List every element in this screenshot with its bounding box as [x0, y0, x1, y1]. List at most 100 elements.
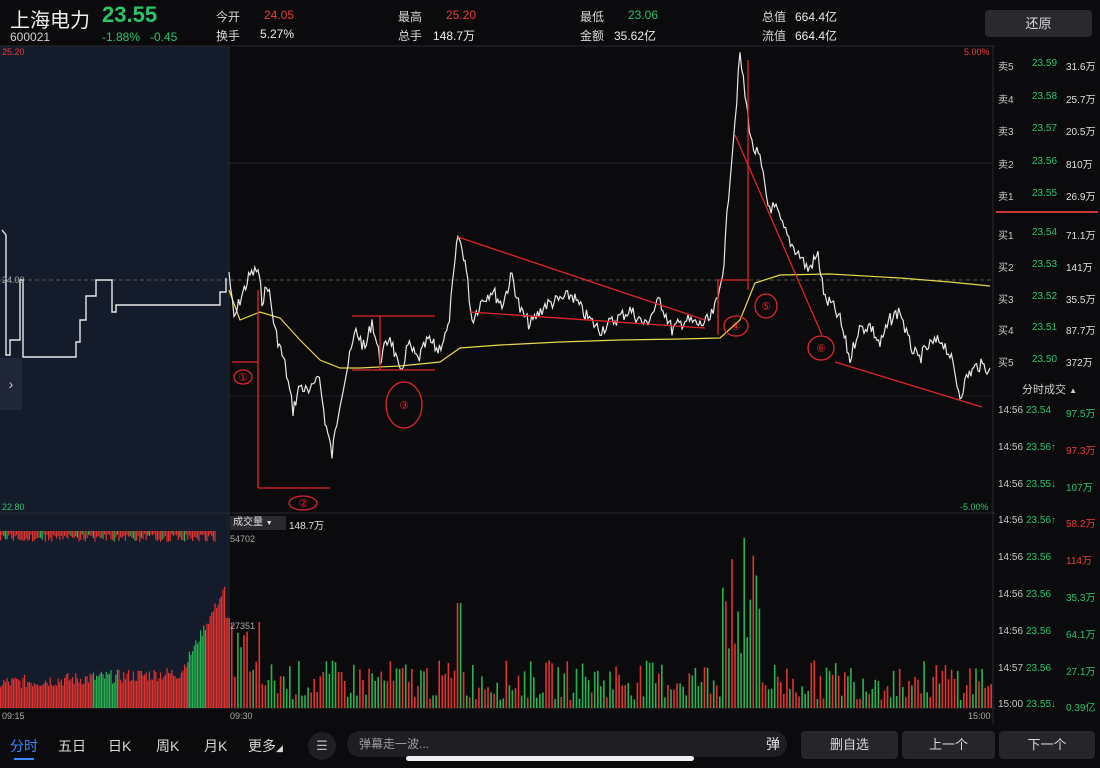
- volume-bar: [453, 670, 456, 708]
- annotation-circle: [723, 315, 749, 337]
- volume-bar: [346, 697, 349, 708]
- stat-label-amount: 金额: [580, 29, 605, 43]
- volume-bar: [16, 678, 18, 708]
- volume-bar: [520, 695, 523, 708]
- stat-label-low: 最低: [580, 10, 605, 24]
- volume-bar: [801, 686, 803, 708]
- danmu-settings-icon[interactable]: ☰: [308, 732, 336, 760]
- volume-bar: [228, 618, 230, 708]
- volume-bar: [709, 693, 712, 708]
- tab-monthly-k[interactable]: 月K: [204, 738, 228, 754]
- volume-bar: [19, 531, 21, 541]
- volume-bar: [182, 670, 184, 708]
- volume-bar: [16, 531, 18, 536]
- volume-bar: [712, 680, 715, 708]
- volume-bar: [963, 693, 965, 708]
- tab-daily-k[interactable]: 日K: [108, 738, 132, 754]
- level-price: 23.54: [1032, 227, 1058, 238]
- volume-bar: [856, 699, 858, 708]
- annotation-number: ③: [399, 399, 409, 412]
- volume-bar: [685, 695, 687, 708]
- volume-bar: [161, 531, 163, 540]
- level-volume: 141万: [1066, 262, 1093, 274]
- volume-bar: [60, 531, 62, 536]
- danmu-toggle-icon[interactable]: 弹: [766, 736, 780, 752]
- ticks-title[interactable]: 分时成交 ▲: [1022, 381, 1077, 397]
- volume-bar: [456, 603, 459, 708]
- volume-bar: [172, 531, 174, 536]
- price-line: [228, 52, 991, 459]
- annotation-number: ①: [238, 371, 248, 384]
- volume-bar: [177, 678, 179, 708]
- annotation-number: ⑥: [816, 342, 826, 355]
- volume-bar: [20, 688, 22, 708]
- volume-bar: [19, 680, 21, 708]
- volume-indicator-select[interactable]: 成交量 ▼: [230, 516, 286, 530]
- volume-bar: [100, 671, 102, 708]
- volume-bar: [328, 674, 331, 708]
- spread-divider: [996, 211, 1098, 213]
- volume-bar: [76, 531, 78, 538]
- volume-bar: [83, 683, 85, 708]
- volume-bar: [57, 678, 59, 708]
- stat-label-market-cap: 总值: [762, 10, 787, 24]
- volume-bar: [908, 680, 910, 708]
- volume-bar: [557, 667, 559, 708]
- volume-bar: [158, 531, 160, 540]
- tick-time: 14:56: [998, 625, 1024, 637]
- volume-bar: [990, 684, 992, 708]
- change-amount: -0.45: [150, 30, 178, 44]
- delete-favorite-button[interactable]: 删自选: [801, 731, 898, 759]
- volume-bar: [651, 662, 654, 708]
- pct-high-label: 5.00%: [964, 47, 990, 57]
- volume-bar: [169, 531, 171, 541]
- danmu-input[interactable]: [347, 731, 787, 757]
- ticks-title-label: 分时成交: [1022, 384, 1066, 396]
- volume-bar: [837, 675, 840, 708]
- volume-bar: [398, 669, 401, 708]
- restore-button[interactable]: 还原: [985, 10, 1092, 37]
- volume-bar: [566, 661, 569, 708]
- volume-bar: [859, 698, 861, 708]
- level-volume: 26.9万: [1066, 192, 1096, 203]
- tick-price: 23.55↓: [1026, 478, 1057, 490]
- intraday-chart[interactable]: ① ② ③ ④ ⑤ ⑥: [0, 0, 995, 724]
- volume-bar: [3, 680, 5, 708]
- volume-bar: [279, 676, 282, 708]
- tab-more[interactable]: 更多◢: [248, 736, 283, 756]
- volume-bar: [108, 531, 110, 536]
- tab-intraday[interactable]: 分时: [10, 738, 38, 754]
- volume-bar: [30, 531, 32, 535]
- volume-bar: [73, 683, 75, 708]
- volume-bar: [886, 686, 889, 708]
- volume-bar: [313, 678, 315, 708]
- tick-row: 14:56 23.56↑ 58.2万: [996, 515, 1098, 531]
- volume-bar: [91, 531, 93, 536]
- tab-weekly-k[interactable]: 周K: [156, 738, 180, 754]
- volume-bar: [597, 670, 599, 708]
- tab-five-day[interactable]: 五日: [58, 738, 86, 754]
- volume-bar: [1, 685, 3, 708]
- previous-stock-button[interactable]: 上一个: [902, 731, 995, 759]
- volume-bar: [51, 531, 53, 542]
- volume-bar: [140, 670, 142, 708]
- volume-bar: [523, 671, 526, 708]
- volume-bar: [152, 531, 154, 536]
- volume-bar: [20, 531, 22, 540]
- volume-bar: [627, 683, 630, 708]
- annotation-stroke: [457, 236, 706, 321]
- volume-bar: [706, 667, 709, 708]
- annotation-circle: [385, 381, 423, 429]
- expand-chevron-icon[interactable]: ›: [0, 358, 22, 410]
- volume-bar: [548, 660, 550, 708]
- volume-bar: [44, 531, 46, 542]
- volume-bar: [83, 531, 85, 540]
- volume-bar: [273, 680, 276, 708]
- next-stock-button[interactable]: 下一个: [999, 731, 1095, 759]
- volume-bar: [156, 681, 158, 708]
- volume-bar: [38, 531, 40, 538]
- volume-bar: [209, 531, 211, 535]
- volume-bar: [148, 671, 150, 708]
- volume-bar: [316, 692, 318, 708]
- volume-bar: [618, 674, 620, 708]
